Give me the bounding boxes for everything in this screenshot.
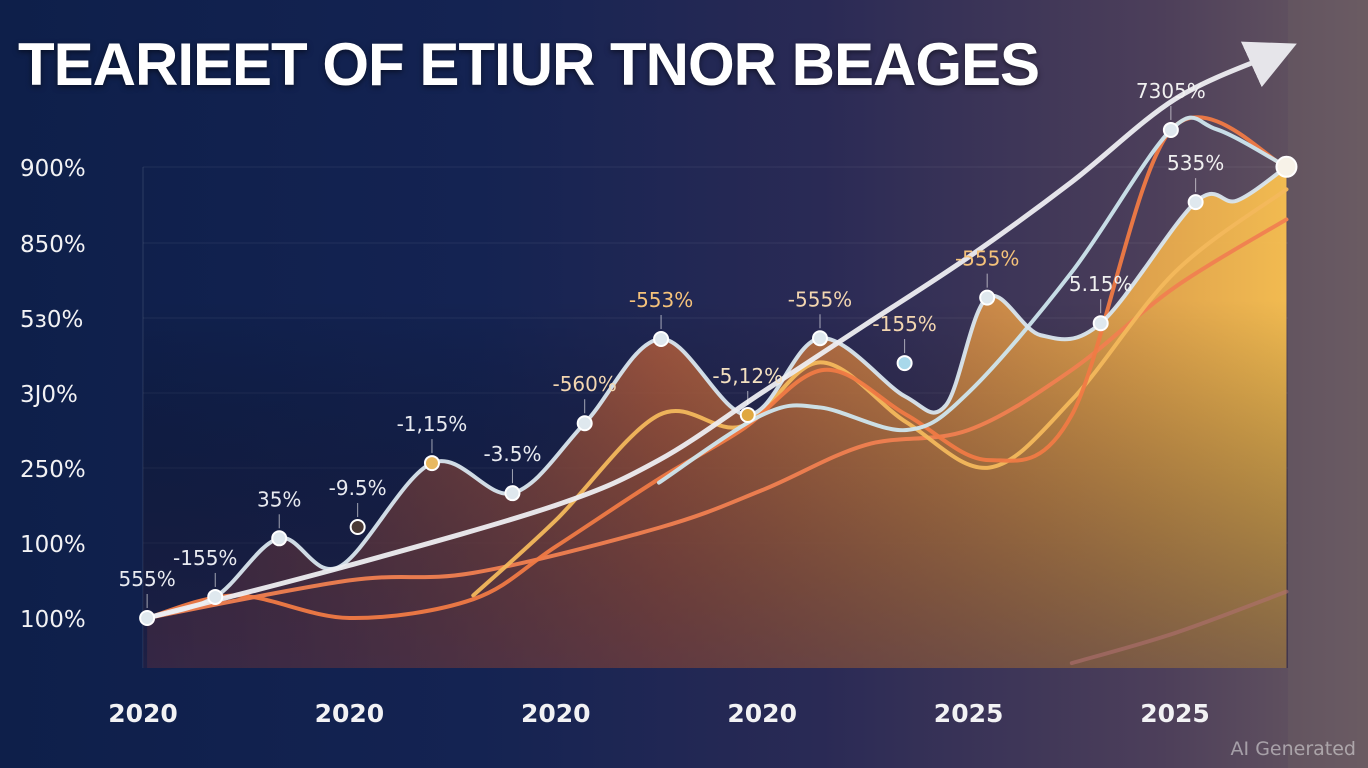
x-tick-label: 2020 <box>521 699 591 728</box>
chart-title: TEARIEET OF ETIUR TNOR BEAGES <box>18 31 1040 98</box>
data-point <box>1162 121 1179 138</box>
data-label: 535% <box>1167 151 1224 175</box>
series-line-trend <box>144 41 1297 621</box>
y-tick-label: 3J0% <box>20 382 78 408</box>
x-tick-label: 2025 <box>934 699 1004 728</box>
x-tick-label: 2020 <box>727 699 797 728</box>
series-line-baseline <box>145 217 1289 620</box>
y-tick-label: 850% <box>20 232 86 258</box>
data-point <box>979 289 996 306</box>
data-point <box>653 331 670 348</box>
data-label: -155% <box>872 312 936 336</box>
data-label: 5.15% <box>1069 272 1133 296</box>
data-point <box>271 530 288 547</box>
data-label: -9.5% <box>329 476 387 500</box>
data-label: -553% <box>629 288 693 312</box>
data-label: -555% <box>788 287 852 311</box>
data-point <box>1092 315 1109 332</box>
data-point <box>576 415 593 432</box>
right-margin <box>1288 0 1368 768</box>
data-point <box>504 485 521 502</box>
area-shade <box>143 300 1288 668</box>
y-tick-label: 250% <box>20 457 86 483</box>
data-point <box>423 455 440 472</box>
y-tick-label: 900% <box>20 156 86 182</box>
data-point <box>739 406 756 423</box>
data-point <box>207 588 224 605</box>
series-line-orange <box>145 115 1289 621</box>
data-label: -155% <box>173 546 237 570</box>
end-point <box>1275 155 1298 178</box>
data-label: -1,15% <box>397 412 468 436</box>
x-tick-label: 2020 <box>315 699 385 728</box>
data-label: 7305% <box>1136 79 1206 103</box>
series-line-rising <box>657 115 1289 485</box>
data-point <box>139 610 156 626</box>
data-point <box>1187 194 1204 211</box>
data-label: -3.5% <box>483 442 541 466</box>
data-label: -560% <box>552 372 616 396</box>
y-tick-label: 100% <box>20 532 86 558</box>
data-label: -5,12% <box>712 364 783 388</box>
data-point <box>811 330 828 347</box>
series-line-low <box>1069 589 1289 666</box>
watermark: AI Generated <box>1230 738 1356 760</box>
data-label: 35% <box>257 487 301 511</box>
data-point <box>349 519 366 536</box>
data-label: 555% <box>119 567 176 591</box>
data-point <box>896 355 913 372</box>
y-tick-label: 100% <box>20 607 86 633</box>
y-tick-label: 5ɜ0% <box>20 307 83 333</box>
x-tick-label: 2025 <box>1140 699 1210 728</box>
data-label: -555% <box>955 247 1019 271</box>
x-tick-label: 2020 <box>108 699 178 728</box>
